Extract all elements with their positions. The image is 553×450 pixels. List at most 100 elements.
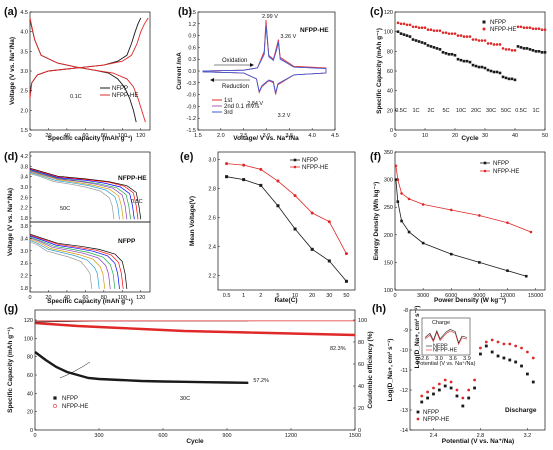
panel-g-xlabel: Cycle: [186, 438, 204, 445]
panel-h-y-tick-label: -8: [403, 308, 408, 314]
panel-c-x-tick-label: 20: [452, 133, 458, 139]
panel-c-point: [507, 77, 511, 81]
panel-b-y-tick-label: 0.3: [188, 57, 196, 63]
panel-b-cv-curve: [202, 25, 327, 94]
panel-d-y-tick-label: 3.4: [20, 175, 28, 181]
panel-g-y-tick-label: 100: [24, 336, 33, 342]
panel-g-yright-tick-label: 20: [358, 406, 364, 412]
panel-f-letter: (f): [370, 151, 381, 163]
panel-c-point: [465, 35, 469, 38]
panel-c-point: [438, 29, 442, 32]
panel-c-point: [501, 75, 505, 79]
panel-h-point: [432, 386, 435, 390]
panel-h-inset-legend-label: NFPP: [433, 344, 448, 350]
panel-c-rate-label: 0.5C: [515, 108, 527, 114]
panel-d-rate-curve: [29, 172, 120, 220]
panel-d-y-tick-label: 3.8: [20, 224, 28, 230]
panel-b-y-tick-label: -1.5: [187, 128, 196, 134]
panel-c-point: [537, 27, 541, 31]
panel-c-x-tick-label: 10: [422, 133, 428, 139]
panel-b-x-tick-label: 2.5: [240, 133, 248, 139]
panel-d-y-tick-label: 1.8: [20, 216, 28, 222]
panel-c-point: [522, 26, 526, 30]
panel-d-rate-high: 50C: [60, 206, 70, 212]
panel-d-y-tick-label: 4.2: [20, 154, 28, 160]
panel-e-point: [344, 252, 348, 256]
panel-c-y-tick-label: 40: [387, 89, 393, 95]
panel-e-point: [259, 167, 263, 171]
panel-h-inset-legend-label: NFPP-HE: [433, 348, 457, 354]
panel-d-rate-curve: [29, 167, 142, 220]
panel-h-point: [502, 342, 506, 346]
panel-d-rate-curve: [29, 234, 124, 290]
panel-e-x-tick-label: 30: [326, 293, 332, 299]
panel-b-legend-label: 1st: [224, 98, 232, 104]
panel-b-peak-label: 3.2 V: [278, 113, 291, 119]
panel-d-x-tick-label: 0: [28, 295, 31, 301]
panel-c-point: [519, 25, 523, 29]
panel-f-point: [449, 252, 453, 256]
panel-g-yright-tick-label: 40: [358, 384, 364, 390]
panel-c-point: [513, 78, 517, 82]
panel-c-point: [399, 32, 403, 35]
panel-c-point: [498, 71, 502, 75]
panel-c-point: [432, 29, 436, 32]
panel-f-xlabel: Power Density (W kg⁻¹): [434, 297, 506, 304]
panel-f-point: [421, 241, 425, 245]
panel-d-y-tick-label: 3.4: [20, 236, 28, 242]
panel-d-x-tick-label: 60: [82, 295, 88, 301]
panel-c-ylabel: Specific Capacity (mAh g⁻¹): [376, 28, 383, 114]
panel-g-legend-marker: [53, 404, 57, 408]
panel-h-discharge-label: Discharge: [505, 407, 537, 414]
panel-g-yright-tick-label: 80: [358, 340, 364, 346]
panel-g-ylabel: Specific Capacity (mAh g⁻¹): [7, 327, 14, 413]
panel-f-legend-marker: [483, 161, 487, 165]
panel-h-legend-marker: [416, 410, 420, 414]
panel-h-letter: (h): [372, 303, 386, 315]
panel-f-x-tick-label: 6000: [445, 293, 457, 299]
panel-h-point: [432, 392, 435, 396]
panel-g-yright-tick-label: 0: [358, 428, 361, 434]
panel-f-y-tick-label: 100: [384, 288, 393, 294]
panel-h-point: [473, 378, 476, 382]
panel-e-legend-label: NFPP: [302, 158, 318, 164]
panel-c-point: [471, 38, 475, 41]
panel-f-x-tick-label: 9000: [473, 293, 485, 299]
panel-h-point: [514, 360, 518, 364]
panel-c-point: [522, 47, 526, 50]
panel-b-y-tick-label: -0.3: [187, 81, 196, 87]
panel-h-inset-curve: [424, 329, 468, 344]
panel-d-rate-curve: [29, 241, 93, 290]
panel-c-point: [426, 44, 430, 47]
panel-c-point: [534, 50, 538, 53]
panel-c-point: [435, 29, 439, 32]
panel-d-rate-curve: [29, 233, 128, 290]
panel-c-point: [501, 47, 505, 50]
panel-b-legend-label: 3rd: [224, 110, 233, 116]
panel-h-point: [461, 404, 465, 408]
panel-h-point: [479, 352, 482, 356]
panel-h-y-tick-label: -9: [403, 328, 408, 334]
panel-c-point: [492, 70, 496, 74]
panel-h-point: [525, 350, 529, 354]
panel-a-x-tick-label: 100: [118, 133, 127, 139]
panel-a-curve-nfpp-he: [29, 17, 149, 99]
panel-c-point: [447, 32, 451, 35]
panel-e-legend-marker: [293, 158, 297, 162]
panel-d-x-tick-label: 80: [101, 295, 107, 301]
panel-c-point: [495, 70, 499, 74]
panel-h-x-tick-label: 2.4: [430, 433, 438, 439]
panel-b-y-tick-label: 0.9: [188, 34, 196, 40]
panel-g-y-tick-label: 40: [27, 391, 33, 397]
panel-c-point: [459, 58, 463, 62]
panel-c-point: [516, 45, 520, 48]
panel-h-inset-curve: [424, 330, 468, 346]
panel-d-x-tick-label: 20: [45, 295, 51, 301]
panel-g-x-tick-label: 600: [158, 433, 167, 439]
panel-h-point: [467, 396, 471, 400]
panel-e-point: [276, 204, 280, 208]
panel-c-point: [525, 47, 529, 50]
panel-c-point: [453, 32, 457, 35]
panel-d-rate-curve: [29, 169, 135, 220]
